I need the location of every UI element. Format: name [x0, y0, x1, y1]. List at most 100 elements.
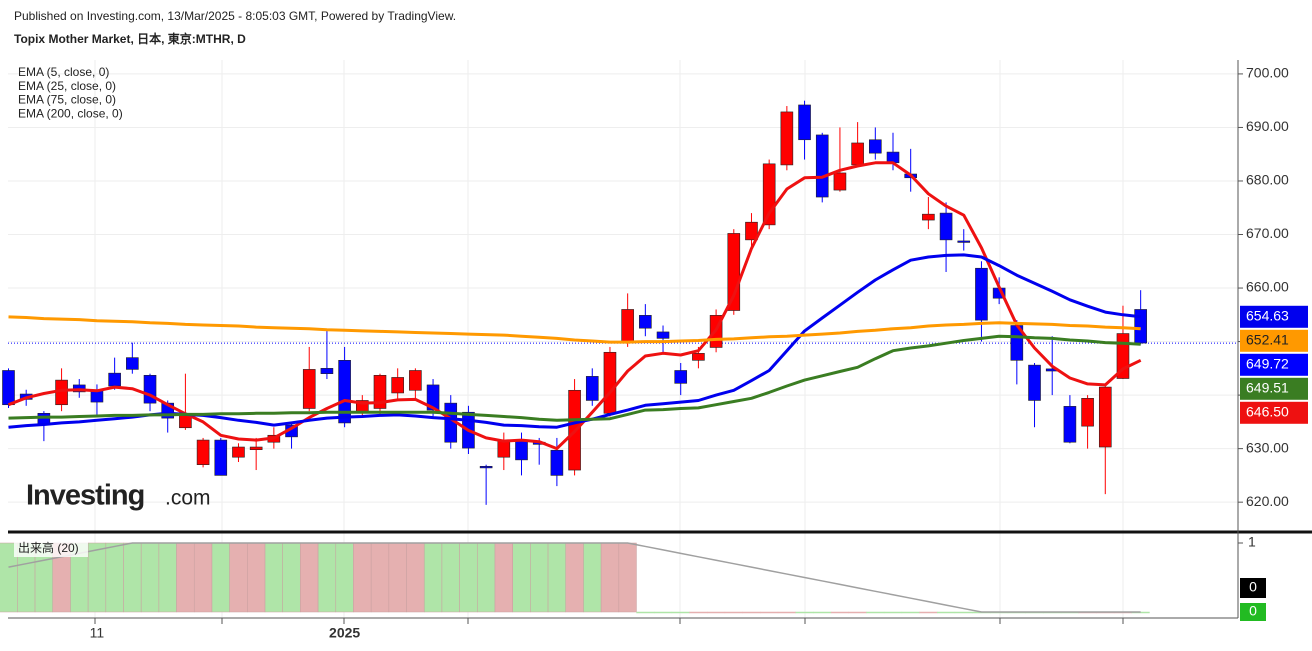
volume-bar	[653, 611, 673, 614]
price-label: 652.41	[1246, 331, 1289, 347]
candle-body	[798, 104, 811, 141]
volume-bar	[547, 542, 566, 613]
candle-body	[479, 465, 493, 469]
volume-bar	[600, 542, 620, 613]
volume-bar	[830, 611, 849, 614]
chart-title: Topix Mother Market, 日本, 東京:MTHR, D	[14, 31, 246, 46]
price-label: 654.63	[1246, 307, 1289, 323]
price-label-box	[1240, 401, 1308, 424]
volume-bar	[176, 542, 195, 613]
volume-bar	[777, 611, 796, 614]
volume-bar	[282, 542, 301, 613]
volume-bar	[565, 542, 584, 613]
candle-body	[320, 368, 334, 374]
candle-body	[515, 439, 528, 461]
volume-bar	[937, 611, 956, 614]
legend-entry: EMA (25, close, 0)	[18, 79, 116, 93]
y-tick-label: 630.00	[1246, 439, 1289, 455]
volume-bar	[87, 542, 107, 613]
volume-bar	[477, 542, 496, 613]
volume-bar	[813, 611, 832, 614]
legend-entry: EMA (75, close, 0)	[18, 93, 116, 107]
volume-bar	[618, 542, 637, 613]
volume-bar	[671, 611, 690, 614]
candle-body	[497, 440, 511, 458]
candle-body	[815, 134, 829, 198]
volume-bar	[140, 542, 160, 613]
candle-body	[550, 449, 564, 476]
volume-name-bg	[14, 540, 88, 557]
volume-bar	[123, 542, 142, 613]
legend-entry: EMA (200, close, 0)	[18, 106, 123, 120]
volume-bar	[406, 542, 425, 613]
volume-bar	[724, 611, 743, 614]
candle-body	[603, 351, 617, 414]
candle-body	[585, 376, 599, 401]
price-label: 646.50	[1246, 403, 1289, 419]
y-tick-label: 700.00	[1246, 65, 1289, 81]
x-tick-label: 11	[90, 625, 105, 641]
x-grid	[94, 60, 1124, 618]
candle-body	[1134, 309, 1147, 344]
candle-body	[108, 372, 121, 387]
x-tick-label: 2025	[329, 625, 360, 641]
candle-body	[2, 370, 15, 406]
candle-body	[939, 212, 953, 241]
candle-body	[727, 233, 741, 311]
y-tick-label: 1	[1248, 534, 1256, 550]
price-label-box	[1240, 305, 1308, 328]
header: Published on Investing.com, 13/Mar/2025 …	[14, 9, 456, 23]
candle-body	[338, 360, 351, 424]
volume-bar	[954, 611, 973, 614]
volume-bar	[247, 542, 266, 613]
volume-bar	[901, 611, 920, 614]
volume-bar	[459, 542, 478, 613]
price-label-box	[1240, 377, 1308, 400]
candle-body	[833, 172, 847, 191]
candle-body	[1028, 364, 1041, 401]
volume-bar	[919, 611, 938, 614]
candle-body	[90, 390, 104, 403]
volume-ma-last-box	[1240, 578, 1266, 598]
y-tick-label: 690.00	[1246, 118, 1289, 134]
volume-bar	[211, 542, 230, 613]
volume-bar	[105, 542, 124, 613]
candle-body	[639, 315, 652, 329]
logo-name: Investing	[26, 480, 144, 512]
candle-body	[975, 267, 988, 321]
y-tick-label: 660.00	[1246, 279, 1289, 295]
volume-bar	[264, 542, 283, 613]
volume-bar	[194, 542, 213, 613]
candle-body	[745, 221, 758, 241]
candle-body	[621, 309, 634, 344]
candle-body	[426, 384, 440, 411]
volume-bar	[441, 542, 460, 613]
volume-bar	[300, 542, 319, 613]
volume-bar	[388, 542, 407, 613]
volume-bar	[512, 542, 531, 613]
logo: Investing .com	[26, 480, 211, 512]
volume-bar	[370, 542, 390, 613]
candle-body	[214, 439, 228, 476]
price-label: 649.51	[1246, 379, 1289, 395]
volume-bar	[866, 611, 885, 614]
legend-entry: EMA (5, close, 0)	[18, 65, 109, 79]
volume-bar	[636, 611, 655, 614]
plot-layer: 620.00630.00640.00650.00660.00670.00680.…	[0, 65, 1308, 641]
volume-name: 出来高 (20)	[18, 540, 79, 555]
logo-suffix: .com	[165, 487, 211, 510]
y-tick-label: 670.00	[1246, 225, 1289, 241]
x-ticks	[94, 618, 1124, 624]
ema-line	[7, 161, 1142, 451]
volume-bar	[335, 542, 354, 613]
volume-bar	[883, 611, 903, 614]
candle-body	[851, 142, 864, 166]
candle-body	[1098, 386, 1112, 448]
volume-ma-line	[8, 542, 1141, 613]
candle-body	[126, 357, 139, 370]
candle-body	[692, 353, 705, 361]
volume-bar	[689, 611, 708, 614]
price-label-box	[1240, 329, 1308, 352]
candle-body	[373, 374, 387, 409]
